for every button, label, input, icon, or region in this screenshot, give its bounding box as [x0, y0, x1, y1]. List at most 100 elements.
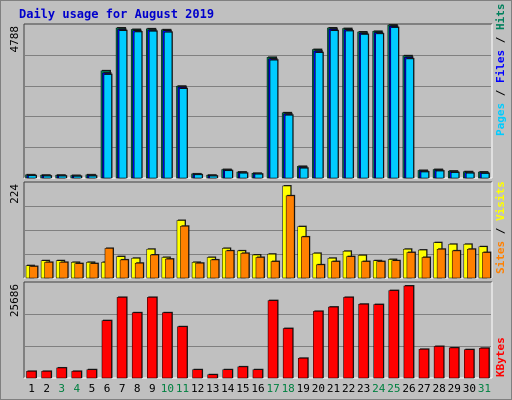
x-tick-label: 9 [149, 382, 156, 395]
pages-bar [103, 74, 112, 179]
pages-bar [179, 88, 188, 179]
legend-separator: / [494, 221, 507, 241]
sites-bar [195, 262, 204, 279]
kbytes-bar [297, 358, 308, 379]
x-tick-label: 8 [134, 382, 141, 395]
kbytes-bar [131, 312, 142, 379]
x-tick-label: 24 [372, 382, 386, 395]
sites-bar [285, 195, 295, 279]
sites-bar [104, 248, 114, 279]
x-tick-label: 7 [119, 382, 126, 395]
x-tick-label: 18 [282, 382, 295, 395]
sites-bar [300, 236, 310, 279]
legend-hits: Hits [494, 4, 507, 31]
sites-bar [180, 226, 189, 279]
kbytes-bar [479, 348, 490, 379]
x-tick-label: 30 [463, 382, 476, 395]
sites-bar [134, 262, 144, 279]
x-tick-label: 20 [312, 382, 325, 395]
x-tick-label: 4 [74, 382, 81, 395]
sites-bar [391, 260, 401, 279]
x-tick-label: 21 [327, 382, 340, 395]
kbytes-bar [192, 369, 203, 379]
kbytes-bar [86, 369, 97, 379]
pages-bar [299, 168, 308, 179]
pages-bar [345, 30, 354, 179]
sites-bar [225, 250, 235, 279]
sites-bar [346, 256, 355, 279]
kbytes-bar [177, 326, 188, 379]
y-axis-max-label: 25686 [8, 284, 21, 317]
legend-separator: / [494, 30, 507, 50]
sites-bar [255, 257, 265, 279]
sites-bar [361, 261, 370, 279]
pages-bar [390, 27, 399, 179]
kbytes-bar [101, 320, 112, 379]
pages-bar [420, 171, 429, 179]
kbytes-bar [313, 311, 324, 379]
usage-legend: Pages / Files / Hits [494, 4, 507, 137]
pages-bar [28, 175, 37, 179]
pages-bar [405, 58, 414, 179]
kbytes-bar [162, 312, 173, 379]
pages-bar [209, 175, 218, 179]
chart-title: Daily usage for August 2019 [19, 7, 215, 21]
pages-bar [149, 31, 158, 179]
sites-bar [29, 266, 38, 279]
x-tick-label: 12 [191, 382, 204, 395]
y-axis-max-label: 224 [8, 184, 21, 204]
x-tick-label: 11 [176, 382, 189, 395]
pages-bar [43, 175, 52, 179]
kbytes-bar [237, 366, 248, 379]
legend-separator: / [494, 83, 507, 103]
x-tick-label: 13 [206, 382, 219, 395]
x-tick-label: 22 [342, 382, 355, 395]
x-tick-label: 28 [433, 382, 446, 395]
legend-pages: Pages [494, 103, 507, 136]
x-tick-label: 2 [43, 382, 50, 395]
legend-visits: Visits [494, 181, 507, 221]
kbytes-bar [26, 371, 37, 379]
sites-bar [316, 264, 325, 279]
pages-bar [450, 172, 459, 179]
pages-bar [481, 173, 490, 179]
x-tick-label: 1 [28, 382, 35, 395]
kbytes-bar [267, 300, 278, 379]
sites-bar [74, 263, 84, 279]
kbytes-bar [207, 374, 218, 379]
kbytes-bar [71, 371, 82, 379]
kbytes-bar [343, 297, 354, 379]
x-tick-label: 17 [266, 382, 279, 395]
kbytes-bar [433, 346, 444, 379]
y-axis-max-label: 4788 [8, 26, 21, 53]
sites-bar [376, 261, 385, 279]
pages-bar [269, 59, 278, 179]
kbytes-bar [41, 371, 52, 379]
sites-bar [482, 252, 491, 279]
kbytes-bar [373, 304, 384, 379]
x-tick-label: 15 [236, 382, 249, 395]
visits-legend: Sites / Visits [494, 181, 507, 274]
kbytes-bar [282, 328, 293, 379]
sites-bar [89, 263, 99, 279]
sites-bar [59, 262, 68, 279]
x-tick-label: 27 [417, 382, 430, 395]
sites-bar [467, 249, 476, 279]
x-tick-label: 10 [161, 382, 174, 395]
sites-bar [331, 261, 340, 279]
kbytes-bar [418, 349, 429, 379]
x-tick-label: 3 [58, 382, 65, 395]
pages-bar [315, 52, 324, 179]
kbytes-bar [388, 290, 399, 379]
kbytes-bar [222, 369, 233, 379]
sites-bar [270, 261, 280, 279]
pages-bar [133, 31, 142, 179]
sites-bar [406, 252, 416, 279]
legend-kbytes: KBytes [494, 337, 507, 377]
pages-bar [194, 174, 203, 179]
kbytes-bar [56, 367, 67, 379]
legend-sites: Sites [494, 241, 507, 274]
pages-bar [375, 33, 384, 179]
pages-bar [164, 32, 173, 179]
kbytes-bar [328, 306, 339, 379]
